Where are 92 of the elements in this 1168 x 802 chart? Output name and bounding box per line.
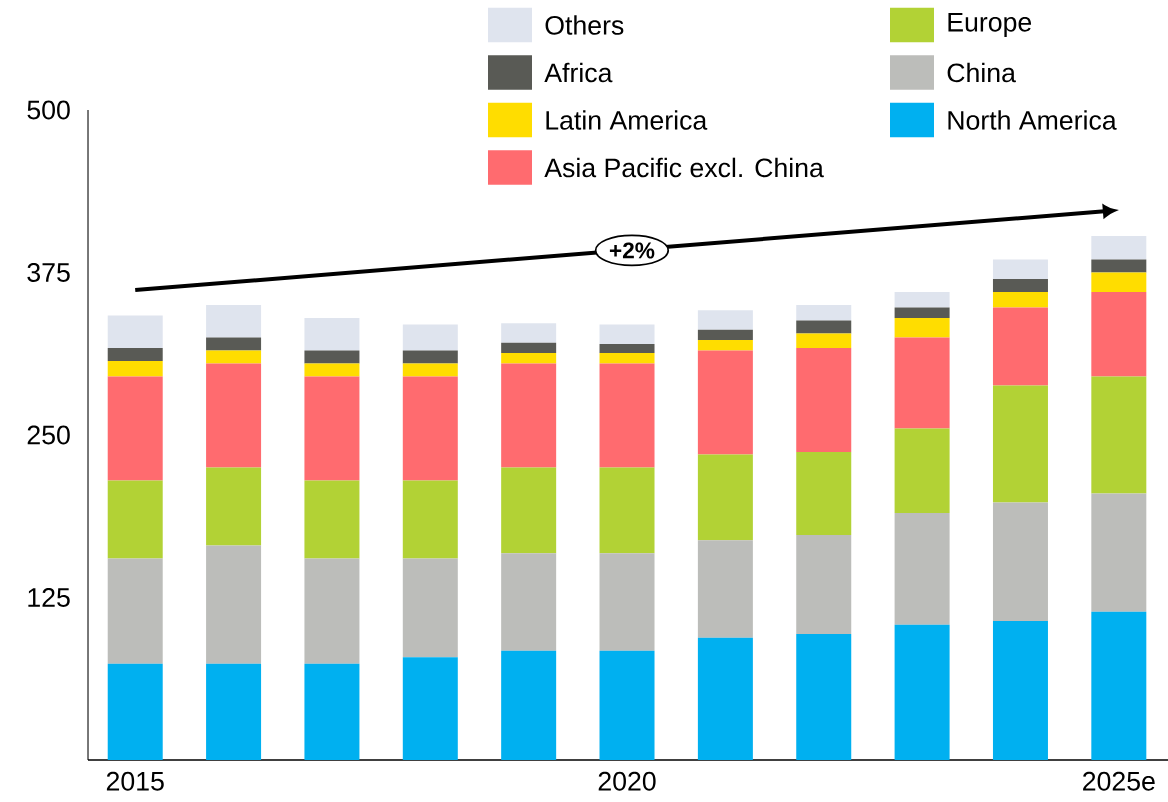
bar [796, 304, 852, 321]
bar [992, 278, 1048, 292]
bar [402, 350, 458, 364]
bar [501, 553, 557, 651]
y-tick-label: 125 [28, 588, 70, 607]
bar [206, 337, 262, 351]
bar [107, 558, 163, 664]
bar [206, 304, 262, 338]
bar [206, 363, 262, 468]
bar [697, 540, 753, 638]
bar [796, 320, 852, 334]
bar [304, 663, 360, 760]
x-tick-label: 2020 [598, 771, 656, 791]
bar [304, 376, 360, 481]
bar [796, 633, 852, 760]
bar [1091, 272, 1147, 292]
bar [599, 363, 655, 468]
bar [599, 467, 655, 554]
bar [501, 363, 557, 468]
bar [599, 353, 655, 364]
legend-label: Europe [948, 13, 1032, 37]
annotation: +2% [609, 242, 655, 259]
bar [599, 324, 655, 344]
bar [402, 480, 458, 559]
bar [1091, 493, 1147, 612]
bar [402, 657, 458, 760]
bar [304, 363, 360, 377]
bar [501, 353, 557, 364]
y-tick-label: 250 [27, 425, 70, 445]
bar [501, 323, 557, 343]
x-tick-label: 2015 [106, 771, 164, 791]
bar [992, 259, 1048, 279]
legend-label: Africa [544, 62, 613, 83]
bar [697, 329, 753, 341]
bar [992, 620, 1048, 760]
bar [796, 333, 852, 348]
bar [501, 467, 557, 554]
bar [894, 291, 950, 308]
bar [894, 337, 950, 429]
bar [697, 454, 753, 541]
bar [402, 363, 458, 377]
bar [206, 663, 262, 760]
bar [992, 291, 1048, 308]
bar [894, 317, 950, 338]
y-tick-label: 375 [27, 263, 70, 282]
x-tick-label: 2025e [1083, 771, 1155, 791]
bar [894, 624, 950, 760]
legend-label: China [947, 62, 1016, 83]
bar [206, 467, 262, 546]
bar [402, 376, 458, 481]
bar [1091, 259, 1147, 273]
bar [501, 342, 557, 354]
bar [992, 307, 1048, 386]
bar [599, 553, 655, 651]
bar [304, 480, 360, 559]
bar [1091, 376, 1147, 494]
bar [107, 480, 163, 559]
bar [107, 663, 163, 760]
bar [697, 310, 753, 330]
bar [304, 558, 360, 664]
legend-label: Asia Pacific excl. China [544, 157, 824, 178]
legend-label: Latin America [546, 110, 708, 130]
bar [894, 428, 950, 513]
bar [304, 350, 360, 364]
legend-label: Others [545, 15, 624, 35]
bar [796, 535, 852, 634]
bar [599, 650, 655, 760]
bar [599, 343, 655, 354]
bar [107, 347, 163, 361]
bar [894, 307, 950, 318]
bar [992, 502, 1048, 621]
bar [206, 545, 262, 664]
legend-label: North America [948, 110, 1117, 130]
bar [697, 340, 753, 351]
bar [107, 376, 163, 481]
bar [107, 315, 163, 348]
bar [304, 317, 360, 351]
bar [1091, 611, 1147, 760]
bar [992, 385, 1048, 503]
bar [402, 558, 458, 658]
bar [796, 347, 852, 452]
y-tick-label: 500 [27, 100, 70, 120]
bar [697, 637, 753, 760]
bar [1091, 236, 1147, 260]
bar [206, 350, 262, 364]
bar [402, 324, 458, 351]
bar [796, 451, 852, 536]
bar [1091, 291, 1147, 377]
bar [501, 650, 557, 760]
bar [697, 350, 753, 455]
bar [894, 512, 950, 625]
bar [107, 360, 163, 377]
